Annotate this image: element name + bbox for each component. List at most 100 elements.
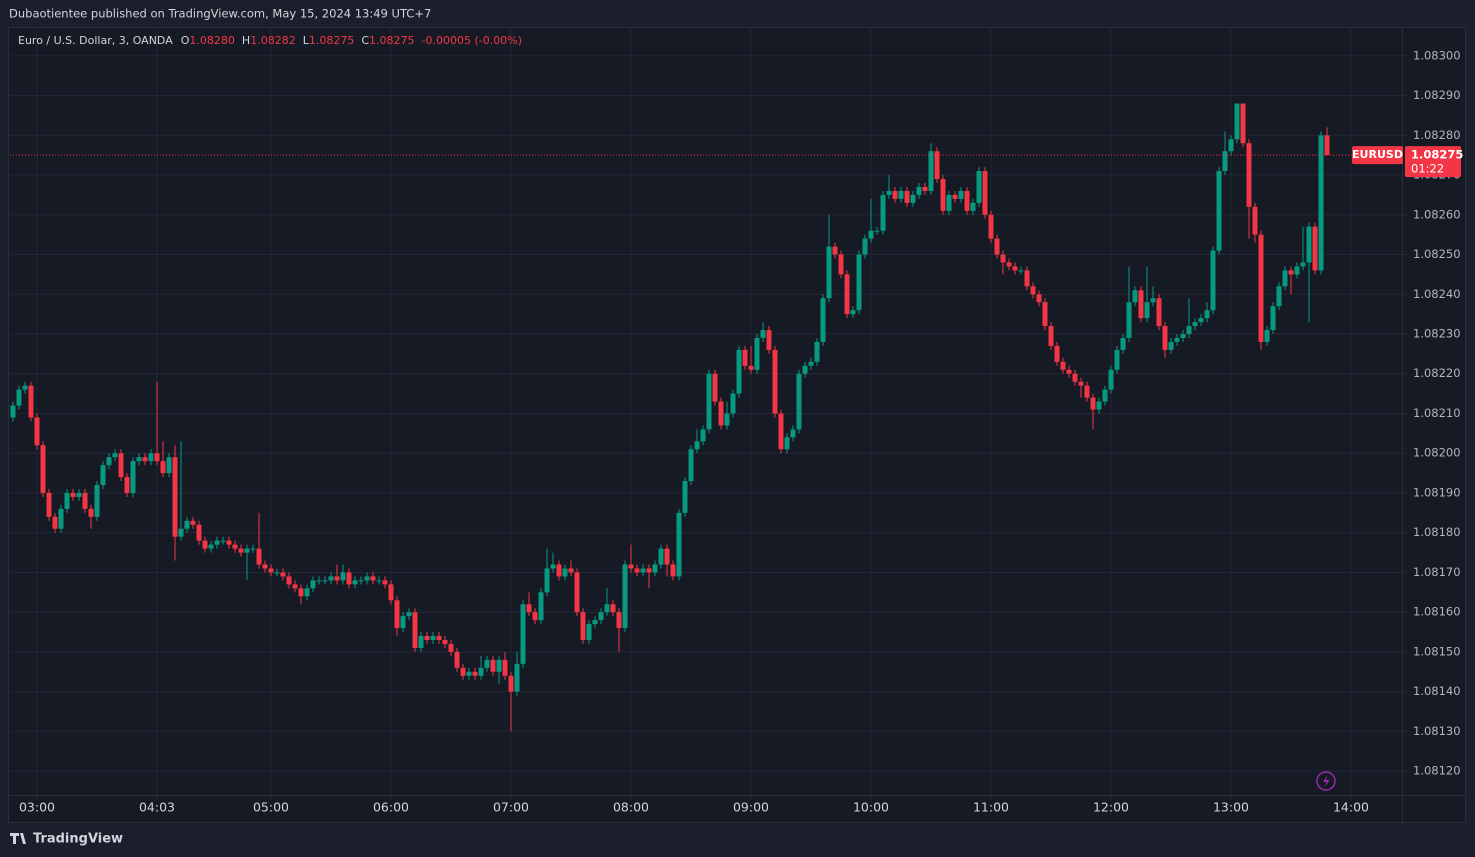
candle-body xyxy=(496,659,502,672)
candle-body xyxy=(22,385,28,390)
candle-body xyxy=(1252,206,1258,235)
candle-body xyxy=(562,568,568,577)
candle-body xyxy=(970,202,976,211)
candle-body xyxy=(406,612,412,617)
candle-body xyxy=(1192,322,1198,327)
symbol-tag-label: EURUSD xyxy=(1352,148,1403,161)
candle-body xyxy=(424,636,430,641)
candle-body xyxy=(1060,361,1066,370)
candle-body xyxy=(292,584,298,589)
candle-body xyxy=(322,580,328,582)
candle-body xyxy=(1006,262,1012,267)
price-tag xyxy=(1405,146,1461,178)
candle-body xyxy=(208,544,214,549)
candle-body xyxy=(580,612,586,641)
candle-body xyxy=(214,540,220,545)
candle-body xyxy=(1108,369,1114,390)
candle-body xyxy=(622,564,628,629)
candle-body xyxy=(1144,302,1150,319)
candle-body xyxy=(724,413,730,426)
candle-body xyxy=(106,457,112,466)
candle-body xyxy=(190,520,196,525)
alert-bolt xyxy=(1323,775,1330,787)
candle-body xyxy=(1054,345,1060,362)
publisher: Dubaotientee published on TradingView.co… xyxy=(9,7,431,21)
candle-body xyxy=(1318,135,1324,271)
symbol-title: Euro / U.S. Dollar, 3, OANDA xyxy=(18,34,173,47)
candle-body xyxy=(538,592,544,621)
candle-body xyxy=(346,572,352,585)
candle-body xyxy=(700,429,706,442)
candle-body xyxy=(946,194,952,211)
candle-body xyxy=(1132,290,1138,303)
candle-body xyxy=(1204,310,1210,319)
candle-body xyxy=(1246,143,1252,207)
x-tick-label: 14:00 xyxy=(1333,800,1369,815)
candle-body xyxy=(334,576,340,581)
legend: Euro / U.S. Dollar, 3, OANDA O1.08280 H1.0… xyxy=(18,34,529,47)
candle-body xyxy=(838,254,844,275)
candle-body xyxy=(1300,262,1306,267)
candle-body xyxy=(916,186,922,195)
ohlc-label: C xyxy=(361,34,370,47)
candle-body xyxy=(472,671,478,676)
y-tick-label: 1.08280 xyxy=(1413,128,1461,142)
candle-body xyxy=(688,449,694,482)
candle-body xyxy=(856,254,862,311)
candle-body xyxy=(1114,349,1120,370)
x-tick-label: 12:00 xyxy=(1093,800,1129,815)
candle-body xyxy=(1210,250,1216,311)
candle-body xyxy=(1090,397,1096,410)
candle-body xyxy=(178,528,184,537)
candle-body xyxy=(1012,266,1018,271)
candle-body xyxy=(382,580,388,585)
candle-body xyxy=(64,492,70,509)
y-tick-label: 1.08220 xyxy=(1413,366,1461,380)
candle-body xyxy=(934,151,940,180)
alert-icon[interactable] xyxy=(1316,771,1336,791)
candle-body xyxy=(544,568,550,593)
y-tick-label: 1.08120 xyxy=(1413,764,1461,778)
candle-body xyxy=(628,564,634,569)
candle-body xyxy=(730,393,736,414)
candle-body xyxy=(1288,270,1294,275)
candle-body xyxy=(1180,334,1186,338)
candle-body xyxy=(220,540,226,542)
ohlc: O1.08280 H1.08282 L1.08275 C1.08275 xyxy=(181,34,422,47)
candle-body xyxy=(466,671,472,676)
ohlc-label: H xyxy=(241,34,251,47)
candle-body xyxy=(712,373,718,402)
candle-body xyxy=(280,572,286,577)
candle-body xyxy=(328,576,334,581)
candle-body xyxy=(520,604,526,664)
candle-body xyxy=(832,246,838,255)
candle-body xyxy=(508,675,514,692)
candle-body xyxy=(682,481,688,513)
candle-body xyxy=(556,564,562,577)
y-tick-label: 1.08300 xyxy=(1413,48,1461,62)
candle-body xyxy=(772,349,778,414)
candle-body xyxy=(430,636,436,641)
candle-body xyxy=(136,457,142,462)
candle-body xyxy=(604,604,610,613)
candle-body xyxy=(526,604,532,613)
candle-body xyxy=(358,580,364,582)
candle-body xyxy=(898,190,904,199)
candle-body xyxy=(1156,298,1162,327)
candle-body xyxy=(268,568,274,573)
candle-body xyxy=(646,568,652,573)
candle-body xyxy=(718,401,724,426)
candle-body xyxy=(1324,135,1330,156)
candle-body xyxy=(610,604,616,613)
candle-body xyxy=(484,659,490,668)
candle-body xyxy=(1162,326,1168,350)
candle-body xyxy=(742,349,748,366)
candle-body xyxy=(298,588,304,597)
candle-body xyxy=(238,548,244,553)
ohlc-label: O xyxy=(180,34,190,47)
candle-body xyxy=(664,548,670,565)
candle-body xyxy=(436,636,442,641)
candle-body xyxy=(748,365,754,370)
candle-body xyxy=(184,520,190,529)
candle-body xyxy=(958,190,964,199)
